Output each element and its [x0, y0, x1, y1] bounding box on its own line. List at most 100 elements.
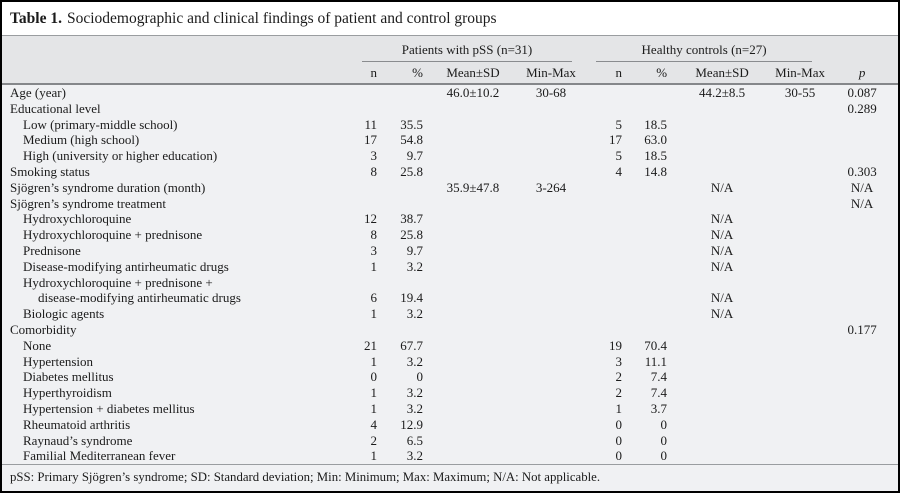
cell-n1: 6 [370, 290, 378, 306]
row-label: Age (year) [10, 85, 66, 100]
table-row: Sjögren’s syndrome duration (month) 35.9±… [2, 180, 898, 196]
cell-mean1: 35.9±47.8 [446, 179, 500, 195]
cell-minmax2 [774, 369, 826, 385]
cell-minmax2 [774, 338, 826, 354]
cell-mean2: N/A [710, 211, 734, 227]
cell-pct1 [380, 180, 426, 196]
cell-mean2 [670, 132, 774, 148]
cell-mean1 [426, 148, 520, 164]
cell-mean1 [426, 227, 520, 243]
cell-minmax2 [774, 180, 826, 196]
cell-minmax1 [520, 433, 582, 449]
cell-mean1 [426, 117, 520, 133]
col-header-n-controls: n [582, 62, 626, 85]
cell-pct2: 0 [660, 448, 668, 464]
table-row: Low (primary-middle school) 11 35.5 5 18.5 [2, 117, 898, 133]
cell-mean2: N/A [710, 258, 734, 274]
cell-pct1: 3.2 [406, 306, 423, 322]
cell-p [826, 243, 898, 259]
cell-mean1 [426, 401, 520, 417]
table-row: Biologic agents 1 3.2 N/A [2, 306, 898, 322]
cell-n1: 1 [370, 448, 378, 464]
cell-minmax1 [520, 211, 582, 227]
cell-p [826, 148, 898, 164]
cell-p [826, 338, 898, 354]
col-header-mean-controls: Mean±SD [670, 62, 775, 85]
cell-minmax1 [520, 117, 582, 133]
cell-pct2: 18.5 [644, 116, 668, 132]
cell-n1: 12 [364, 211, 377, 227]
cell-minmax2 [774, 290, 826, 306]
cell-mean2 [670, 448, 774, 464]
cell-n2: 17 [609, 132, 623, 148]
cell-n2 [582, 243, 625, 259]
cell-minmax1 [520, 148, 582, 164]
group-header-row: Patients with pSS (n=31) Healthy control… [2, 36, 898, 62]
cell-pct1: 3.2 [406, 448, 423, 464]
cell-minmax1 [520, 385, 582, 401]
cell-pct2 [625, 180, 670, 196]
cell-n2 [582, 101, 625, 117]
cell-n1: 3 [370, 242, 378, 258]
cell-n2 [582, 259, 625, 275]
cell-mean1 [426, 338, 520, 354]
cell-p [826, 417, 898, 433]
row-label: disease-modifying antirheumatic drugs [38, 290, 241, 306]
cell-pct2 [625, 227, 670, 243]
cell-n1 [352, 196, 380, 212]
cell-pct1: 67.7 [400, 337, 423, 353]
cell-mean1 [426, 322, 520, 338]
row-label: Disease-modifying antirheumatic drugs [23, 258, 229, 274]
cell-pct2 [625, 322, 670, 338]
table-title: Table 1. Sociodemographic and clinical fi… [2, 2, 898, 36]
cell-mean1: 46.0±10.2 [446, 85, 500, 100]
cell-mean2 [670, 164, 774, 180]
table-row: Smoking status 8 25.8 4 14.8 0.303 [2, 164, 898, 180]
row-label: Low (primary-middle school) [23, 116, 178, 132]
cell-pct2 [625, 101, 670, 117]
row-label: Rheumatoid arthritis [23, 416, 131, 432]
cell-pct1: 25.8 [400, 163, 423, 179]
cell-pct2: 11.1 [644, 353, 668, 369]
cell-n1 [352, 84, 380, 101]
cell-mean2: N/A [710, 306, 734, 322]
cell-pct2: 70.4 [644, 337, 668, 353]
cell-p [826, 290, 898, 306]
cell-mean1 [426, 243, 520, 259]
cell-pct2 [625, 196, 670, 212]
cell-pct2: 7.4 [650, 369, 668, 385]
table-row: Sjögren’s syndrome treatment N/A [2, 196, 898, 212]
cell-pct1: 19.4 [400, 290, 423, 306]
cell-pct2 [625, 243, 670, 259]
cell-n1: 21 [364, 337, 377, 353]
table-row: Hydroxychloroquine + prednisone 8 25.8 N/A [2, 227, 898, 243]
row-label: Prednisone [23, 242, 81, 258]
cell-p [826, 433, 898, 449]
cell-pct1: 9.7 [406, 242, 423, 258]
cell-mean1 [426, 132, 520, 148]
cell-minmax2 [774, 275, 826, 291]
cell-minmax2 [774, 164, 826, 180]
cell-p: 0.303 [847, 163, 877, 179]
cell-mean2: N/A [710, 179, 734, 195]
cell-minmax2 [774, 148, 826, 164]
table-row: Comorbidity 0.177 [2, 322, 898, 338]
col-header-minmax-controls: Min-Max [774, 62, 827, 85]
cell-mean2 [670, 354, 774, 370]
cell-minmax2 [774, 227, 826, 243]
cell-minmax2: 30-55 [784, 85, 816, 100]
cell-n2 [582, 290, 625, 306]
table-row: None 21 67.7 19 70.4 [2, 338, 898, 354]
cell-n2: 19 [609, 337, 623, 353]
cell-minmax2 [774, 101, 826, 117]
cell-minmax2 [774, 417, 826, 433]
cell-n2: 2 [615, 385, 623, 401]
cell-pct2 [625, 290, 670, 306]
cell-pct1 [380, 101, 426, 117]
cell-p [826, 259, 898, 275]
cell-pct2: 3.7 [650, 400, 668, 416]
cell-p [826, 275, 898, 291]
table-header: Patients with pSS (n=31) Healthy control… [2, 36, 898, 85]
row-label: Hypertension [23, 353, 94, 369]
